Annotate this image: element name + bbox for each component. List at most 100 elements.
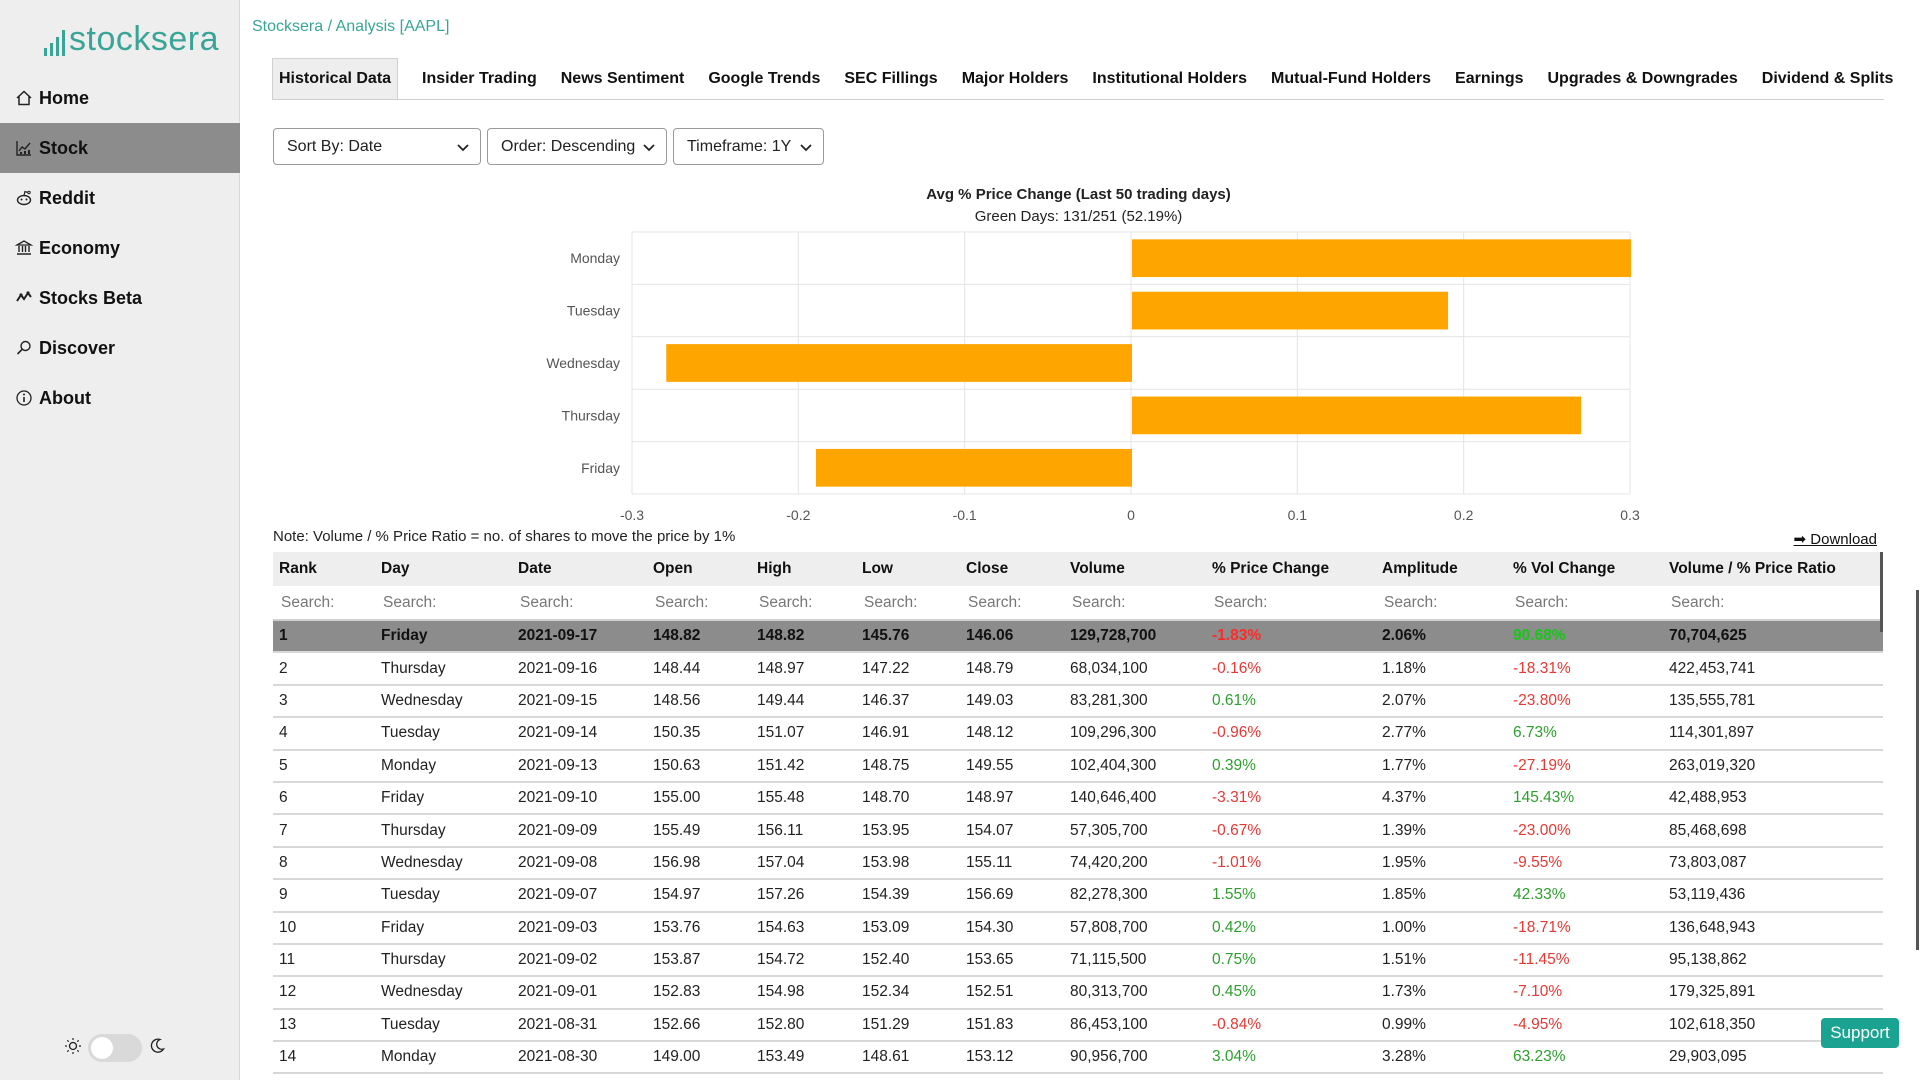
table-row[interactable]: 14 Monday 2021-08-30 149.00 153.49 148.61 153.… [273,1041,1883,1075]
table-cell: 156.11 [751,814,856,848]
bar-wednesday[interactable] [666,344,1132,382]
sidebar-item-stock[interactable]: Stock [0,123,240,173]
table-row[interactable]: 12 Wednesday 2021-09-01 152.83 154.98 152.34 1… [273,976,1883,1010]
column-search-input[interactable]: Search: [512,586,647,621]
chart-subtitle: Green Days: 131/251 (52.19%) [974,208,1183,225]
column-header[interactable]: Day [375,552,512,586]
page-scrollbar[interactable] [1916,590,1919,950]
table-cell: 153.87 [647,943,751,978]
tab-major-holders[interactable]: Major Holders [961,69,1069,87]
sort-by-select[interactable]: Sort By: Date [273,128,481,165]
column-header[interactable]: Low [856,552,960,586]
column-header[interactable]: Volume [1064,552,1206,586]
tab-insider-trading[interactable]: Insider Trading [422,69,537,87]
column-header[interactable]: Volume / % Price Ratio [1663,552,1883,586]
column-header[interactable]: % Price Change [1206,552,1376,586]
table-row[interactable]: 1 Friday 2021-09-17 148.82 148.82 145.76 146.0… [273,620,1883,654]
tab-upgrades-downgrades[interactable]: Upgrades & Downgrades [1547,69,1738,87]
theme-toggle[interactable] [64,1034,166,1062]
table-cell: 2.06% [1376,620,1507,654]
support-button[interactable]: Support [1821,1018,1899,1048]
table-cell: 150.63 [647,749,751,783]
column-header[interactable]: Rank [273,552,375,586]
tab-dividend-splits[interactable]: Dividend & Splits [1761,69,1894,87]
column-search-input[interactable]: Search: [960,586,1064,621]
table-row[interactable]: 9 Tuesday 2021-09-07 154.97 157.26 154.39 156.… [273,879,1883,913]
table-cell: 57,808,700 [1064,911,1206,945]
table-cell: 2021-09-15 [512,684,647,719]
sidebar-item-about[interactable]: About [0,373,240,423]
tab-institutional-holders[interactable]: Institutional Holders [1092,69,1248,87]
table-cell: Friday [375,911,512,945]
table-cell: Friday [375,781,512,816]
column-search-input[interactable]: Search: [1206,586,1376,621]
column-search-input[interactable]: Search: [856,586,960,621]
table-cell: 146.91 [856,717,960,751]
tab-google-trends[interactable]: Google Trends [708,69,821,87]
sidebar-nav: Home Stock Reddit Economy [0,73,240,423]
tab-sec-fillings[interactable]: SEC Fillings [844,69,938,87]
table-cell: 1.85% [1376,879,1507,913]
table-row[interactable]: 8 Wednesday 2021-09-08 156.98 157.04 153.98 15… [273,846,1883,881]
bar-tuesday[interactable] [1132,291,1449,330]
column-header[interactable]: Date [512,552,647,586]
table-cell: 74,420,200 [1064,846,1206,881]
column-header[interactable]: Open [647,552,751,586]
tab-historical-data[interactable]: Historical Data [272,58,399,99]
table-cell: 3.04% [1206,1041,1376,1075]
column-search-input[interactable]: Search: [273,586,375,621]
column-search-input[interactable]: Search: [1064,586,1206,621]
column-header[interactable]: Amplitude [1376,552,1507,586]
bar-friday[interactable] [815,448,1132,487]
order-select[interactable]: Order: Descending [487,128,667,165]
reddit-icon [14,188,34,208]
tab-mutual-fund-holders[interactable]: Mutual-Fund Holders [1271,69,1432,87]
column-header[interactable]: % Vol Change [1507,552,1663,586]
column-search-input[interactable]: Search: [647,586,751,621]
table-row[interactable]: 3 Wednesday 2021-09-15 148.56 149.44 146.37 14… [273,684,1883,719]
column-search-input[interactable]: Search: [1507,586,1663,621]
table-cell: 156.69 [960,879,1064,913]
table-row[interactable]: 6 Friday 2021-09-10 155.00 155.48 148.70 148.9… [273,781,1883,816]
theme-toggle-switch[interactable] [88,1034,142,1062]
tab-earnings[interactable]: Earnings [1455,69,1524,87]
y-category-label: Monday [570,250,620,266]
table-row[interactable]: 11 Thursday 2021-09-02 153.87 154.72 152.40 15… [273,943,1883,978]
column-header[interactable]: High [751,552,856,586]
table-cell: 5 [273,749,375,783]
table-cell: 2021-09-07 [512,879,647,913]
table-cell: 157.04 [751,846,856,881]
sidebar-item-economy[interactable]: Economy [0,223,240,273]
timeframe-select[interactable]: Timeframe: 1Y [673,128,824,165]
table-cell: 148.44 [647,652,751,686]
table-cell: 0.42% [1206,911,1376,945]
table-row[interactable]: 10 Friday 2021-09-03 153.76 154.63 153.09 154.… [273,911,1883,945]
bar-monday[interactable] [1132,239,1631,278]
table-row[interactable]: 7 Thursday 2021-09-09 155.49 156.11 153.95 154… [273,814,1883,848]
column-search-input[interactable]: Search: [1663,586,1883,621]
table-row[interactable]: 4 Tuesday 2021-09-14 150.35 151.07 146.91 148.… [273,717,1883,751]
bar-thursday[interactable] [1132,396,1582,435]
table-scrollbar[interactable] [1880,552,1883,632]
ratio-note: Note: Volume / % Price Ratio = no. of sh… [273,528,736,545]
table-cell: 155.00 [647,781,751,816]
sidebar-item-reddit[interactable]: Reddit [0,173,240,223]
logo[interactable]: stocksera [44,16,219,56]
table-row[interactable]: 13 Tuesday 2021-08-31 152.66 152.80 151.29 151… [273,1008,1883,1043]
sidebar-item-home[interactable]: Home [0,73,240,123]
table-cell: 2021-09-01 [512,976,647,1010]
bank-icon [14,238,34,258]
tab-news-sentiment[interactable]: News Sentiment [560,69,685,87]
table-cell: 154.07 [960,814,1064,848]
sidebar-item-stocks-beta[interactable]: Stocks Beta [0,273,240,323]
column-search-input[interactable]: Search: [1376,586,1507,621]
breadcrumb[interactable]: Stocksera / Analysis [AAPL] [252,18,450,35]
column-search-input[interactable]: Search: [751,586,856,621]
column-search-input[interactable]: Search: [375,586,512,621]
sidebar-item-discover[interactable]: Discover [0,323,240,373]
column-header[interactable]: Close [960,552,1064,586]
download-link[interactable]: ➡ Download [1793,531,1877,548]
table-cell: -18.31% [1507,652,1663,686]
table-row[interactable]: 2 Thursday 2021-09-16 148.44 148.97 147.22 148… [273,652,1883,686]
table-row[interactable]: 5 Monday 2021-09-13 150.63 151.42 148.75 149.5… [273,749,1883,783]
